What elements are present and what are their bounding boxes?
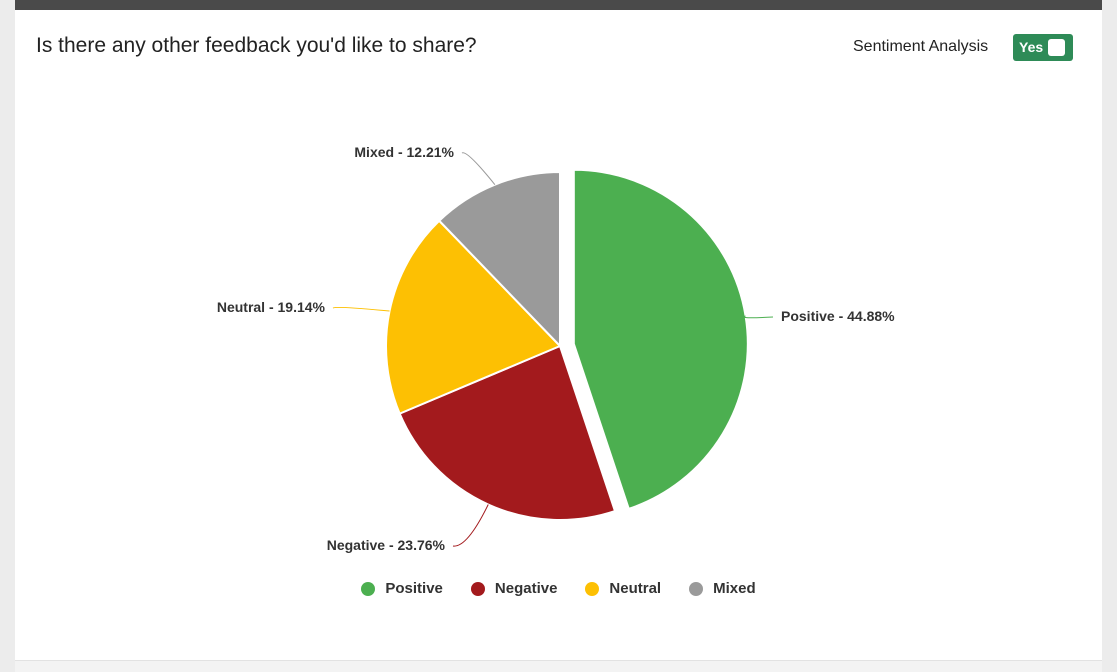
legend-item-mixed[interactable]: Mixed <box>689 580 756 597</box>
question-card: Is there any other feedback you'd like t… <box>15 10 1102 660</box>
chart-legend: Positive Negative Neutral Mixed <box>15 580 1102 597</box>
data-label-positive: Positive - 44.88% <box>781 308 895 324</box>
pie-slice-negative[interactable] <box>398 344 617 521</box>
sentiment-analysis-label: Sentiment Analysis <box>853 38 989 55</box>
legend-label-positive: Positive <box>385 580 443 597</box>
data-label-negative: Negative - 23.76% <box>327 537 446 553</box>
legend-marker-mixed <box>689 581 704 596</box>
connector-line-negative <box>452 504 489 547</box>
card-footer-strip <box>15 660 1102 672</box>
toggle-knob <box>1048 39 1065 56</box>
data-label-neutral: Neutral - 19.14% <box>217 299 326 315</box>
pie-slice-mixed[interactable] <box>437 170 561 349</box>
legend-label-mixed: Mixed <box>713 580 756 597</box>
pie-slice-positive[interactable] <box>572 168 749 511</box>
question-title: Is there any other feedback you'd like t… <box>36 34 477 57</box>
legend-marker-neutral <box>585 581 600 596</box>
connector-line-neutral <box>332 306 390 312</box>
top-header-bar <box>15 0 1102 10</box>
connector-line-mixed <box>461 152 496 185</box>
data-label-mixed: Mixed - 12.21% <box>354 144 454 160</box>
sentiment-analysis-toggle[interactable]: Yes <box>1013 34 1073 61</box>
legend-item-neutral[interactable]: Neutral <box>585 580 661 597</box>
connector-line-positive <box>743 315 774 319</box>
legend-marker-negative <box>470 581 485 596</box>
legend-item-positive[interactable]: Positive <box>361 580 443 597</box>
pie-slice-neutral[interactable] <box>385 219 562 415</box>
legend-marker-positive <box>361 581 376 596</box>
toggle-label: Yes <box>1019 39 1044 55</box>
legend-item-negative[interactable]: Negative <box>470 580 558 597</box>
legend-label-negative: Negative <box>494 580 558 597</box>
sentiment-pie-chart: Positive - 44.88% Negative - 23.76% Neutra… <box>217 144 895 553</box>
legend-label-neutral: Neutral <box>609 580 662 597</box>
